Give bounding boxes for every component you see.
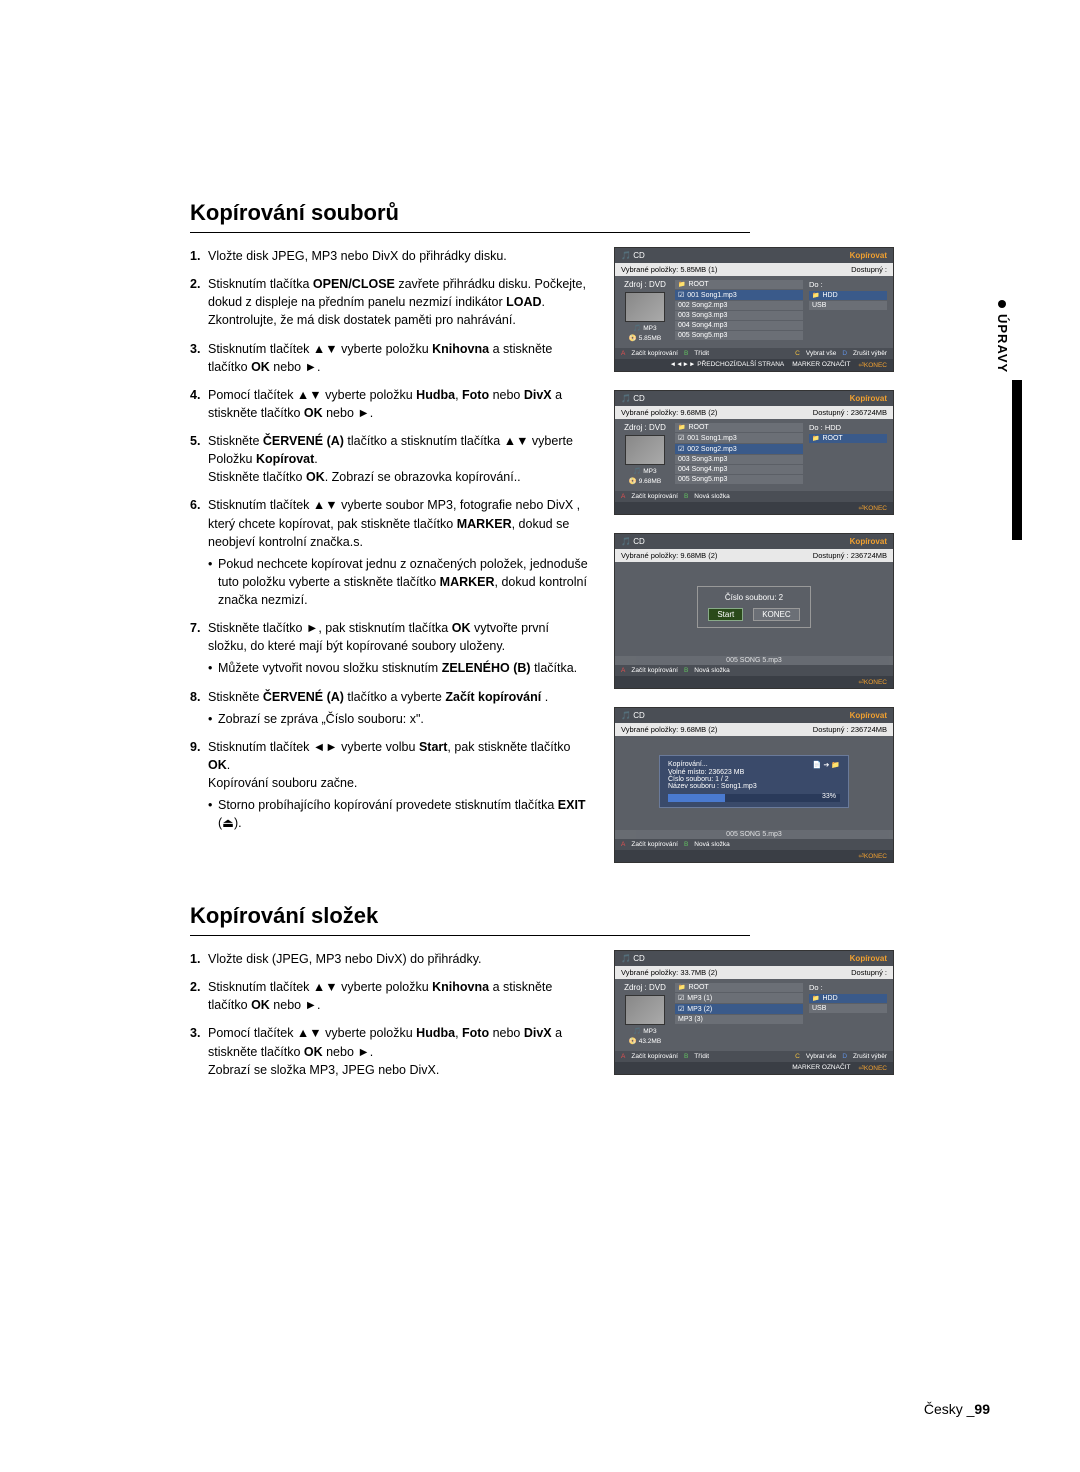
step-item: Stiskněte tlačítko ►, pak stisknutím tla… <box>190 619 590 677</box>
screenshot-3: 🎵 CDKopírovat Vybrané položky: 9.68MB (2… <box>614 533 894 689</box>
step-item: Stiskněte ČERVENÉ (A) tlačítko a stisknu… <box>190 432 590 486</box>
thumb-icon <box>625 292 665 322</box>
step-item: Stisknutím tlačítek ▲▼ vyberte položku K… <box>190 978 590 1014</box>
section2-title: Kopírování složek <box>190 903 750 936</box>
screenshot-4: 🎵 CDKopírovat Vybrané položky: 9.68MB (2… <box>614 707 894 863</box>
page-footer: Česky _99 <box>924 1401 990 1417</box>
step-item: Pomocí tlačítek ▲▼ vyberte položku Hudba… <box>190 386 590 422</box>
step-item: Stisknutím tlačítka OPEN/CLOSE zavřete p… <box>190 275 590 329</box>
section1-title: Kopírování souborů <box>190 200 750 233</box>
section2-steps: Vložte disk (JPEG, MP3 nebo DivX) do při… <box>190 950 590 1079</box>
step-item: Stiskněte ČERVENÉ (A) tlačítko a vyberte… <box>190 688 590 728</box>
step-item: Stisknutím tlačítek ▲▼ vyberte soubor MP… <box>190 496 590 609</box>
edge-bar <box>1012 380 1022 540</box>
step-item: Vložte disk JPEG, MP3 nebo DivX do přihr… <box>190 247 590 265</box>
screenshot-5: 🎵 CDKopírovat Vybrané položky: 33.7MB (2… <box>614 950 894 1075</box>
cancel-button[interactable]: KONEC <box>753 608 799 621</box>
screenshot-2: 🎵 CDKopírovat Vybrané položky: 9.68MB (2… <box>614 390 894 515</box>
step-item: Vložte disk (JPEG, MP3 nebo DivX) do při… <box>190 950 590 968</box>
screenshot-1: 🎵 CDKopírovat Vybrané položky: 5.85MB (1… <box>614 247 894 372</box>
start-button[interactable]: Start <box>708 608 743 621</box>
side-tab: ÚPRAVY <box>995 300 1010 373</box>
section1-steps: Vložte disk JPEG, MP3 nebo DivX do přihr… <box>190 247 590 832</box>
step-item: Pomocí tlačítek ▲▼ vyberte položku Hudba… <box>190 1024 590 1078</box>
step-item: Stisknutím tlačítek ◄► vyberte volbu Sta… <box>190 738 590 833</box>
step-item: Stisknutím tlačítek ▲▼ vyberte položku K… <box>190 340 590 376</box>
